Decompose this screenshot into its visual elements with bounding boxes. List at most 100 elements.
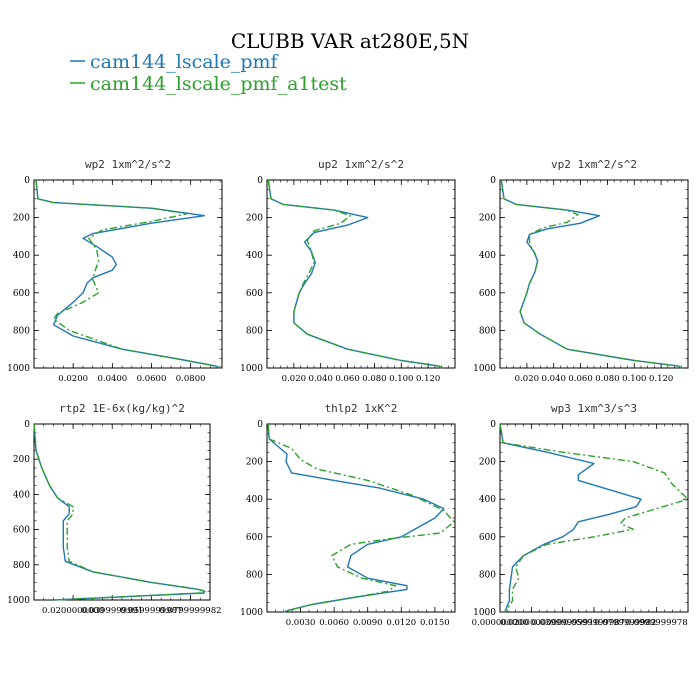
panel-4: rtp2 1E-6x(kg/kg)^2 0 200 400 600 800 1000 0.02…: [7, 402, 221, 616]
y-tick-label: 200: [13, 214, 30, 224]
y-tick-label: 800: [246, 326, 263, 336]
series-line-cam144-lscale-pmf: [267, 423, 445, 613]
x-tick-label: 0.080: [362, 374, 386, 384]
x-tick-label: 0.0060: [319, 618, 349, 628]
x-tick-label: 0.0599999987: [120, 606, 182, 616]
x-tick-label: 0.060: [335, 374, 359, 384]
y-tick-label: 200: [13, 455, 30, 465]
panel-title: wp2 1xm^2/s^2: [85, 158, 171, 171]
x-tick-label: 0.0999999978: [626, 618, 688, 628]
y-tick-label: 400: [13, 490, 30, 500]
x-tick-label: 0.080: [595, 374, 619, 384]
y-tick-label: 800: [246, 570, 263, 580]
x-tick-label: 0.0150: [420, 618, 450, 628]
series-line-cam144-lscale-pmf: [500, 179, 682, 369]
x-tick-label: 0.0600: [137, 374, 167, 384]
panel-3: vp2 1xm^2/s^2 0 200 400 600 800 1000 0.020 0.040…: [473, 158, 689, 384]
y-tick-label: 1000: [7, 364, 30, 374]
y-tick-label: 200: [479, 458, 496, 468]
series-line-cam144-lscale-pmf: [499, 423, 642, 613]
legend: cam144_lscale_pmf cam144_lscale_pmf_a1te…: [70, 51, 347, 95]
y-tick-label: 400: [13, 251, 30, 261]
x-tick-label: 0.100: [389, 374, 413, 384]
x-tick-label: 0.0090: [353, 618, 383, 628]
panel-title: rtp2 1E-6x(kg/kg)^2: [59, 402, 185, 415]
y-tick-label: 400: [479, 495, 496, 505]
y-tick-label: 200: [246, 214, 263, 224]
y-tick-label: 600: [13, 526, 30, 536]
plot-frame: [266, 179, 456, 369]
plot-frame: [499, 179, 689, 369]
x-tick-label: 0.0200: [58, 374, 88, 384]
panel-title: wp3 1xm^3/s^3: [551, 402, 637, 415]
y-tick-label: 0: [490, 420, 496, 430]
y-tick-label: 400: [479, 251, 496, 261]
series-line-cam144-lscale-pmf-a1test: [267, 179, 443, 369]
y-tick-label: 400: [246, 495, 263, 505]
y-tick-label: 800: [13, 561, 30, 571]
x-tick-label: 0.120: [649, 374, 673, 384]
series-line-cam144-lscale-pmf-a1test: [33, 423, 207, 601]
x-tick-label: 0.0030: [286, 618, 316, 628]
y-tick-label: 600: [246, 533, 263, 543]
x-tick-label: 0.0800: [176, 374, 206, 384]
x-tick-label: 0.0400: [97, 374, 127, 384]
plot-frame: [266, 423, 456, 613]
y-tick-label: 600: [246, 289, 263, 299]
series-line-cam144-lscale-pmf: [33, 423, 205, 601]
x-tick-label: 0.020: [515, 374, 539, 384]
series-line-cam144-lscale-pmf-a1test: [500, 179, 682, 369]
y-tick-label: 0: [24, 176, 30, 186]
panel-title: vp2 1xm^2/s^2: [551, 158, 637, 171]
x-tick-label: 0.0399999991: [532, 618, 594, 628]
figure-title: CLUBB VAR at280E,5N: [231, 29, 469, 53]
y-tick-label: 800: [479, 570, 496, 580]
y-tick-label: 0: [490, 176, 496, 186]
x-tick-label: 0.0799999982: [594, 618, 656, 628]
y-tick-label: 200: [246, 458, 263, 468]
y-tick-label: 0: [257, 176, 263, 186]
plot-frame: [33, 423, 211, 601]
x-tick-label: 0.040: [309, 374, 333, 384]
y-tick-label: 600: [13, 289, 30, 299]
y-tick-label: 800: [479, 326, 496, 336]
x-tick-label: 0.0599999987: [563, 618, 625, 628]
panel-1: wp2 1xm^2/s^2 0 200 400 600 800 1000 0.0200 0.04…: [7, 158, 223, 384]
x-tick-label: 0.0200000000: [42, 606, 104, 616]
panel-6: wp3 1xm^3/s^3 0 200 400 600 800 10000.00000000…: [472, 402, 689, 628]
legend-label-1: cam144_lscale_pmf: [90, 51, 280, 73]
panel-title: up2 1xm^2/s^2: [318, 158, 404, 171]
x-tick-label: 0.020: [282, 374, 306, 384]
series-line-cam144-lscale-pmf-a1test: [267, 423, 455, 613]
y-tick-label: 0: [24, 420, 30, 430]
x-tick-label: 0.0399999991: [81, 606, 143, 616]
x-tick-label: 0.100: [622, 374, 646, 384]
x-tick-label: 0.0120: [386, 618, 416, 628]
y-tick-label: 1000: [240, 364, 263, 374]
x-tick-label: 0.0200000000: [500, 618, 562, 628]
y-tick-label: 1000: [473, 364, 496, 374]
y-tick-label: 400: [246, 251, 263, 261]
panel-title: thlp2 1xK^2: [325, 402, 398, 415]
plot-frame: [33, 179, 223, 369]
y-tick-label: 600: [479, 533, 496, 543]
x-tick-label: 0.120: [416, 374, 440, 384]
x-tick-label: 0.000000000: [472, 618, 529, 628]
y-tick-label: 200: [479, 214, 496, 224]
x-tick-label: 0.040: [542, 374, 566, 384]
series-line-cam144-lscale-pmf: [35, 179, 221, 369]
y-tick-label: 1000: [7, 596, 30, 606]
panel-2: up2 1xm^2/s^2 0 200 400 600 800 1000 0.020 0.040…: [240, 158, 456, 384]
panel-5: thlp2 1xK^2 0 200 400 600 800 1000 0.0030 0.0060…: [240, 402, 456, 628]
series-line-cam144-lscale-pmf-a1test: [35, 179, 221, 369]
x-tick-label: 0.060: [568, 374, 592, 384]
y-tick-label: 1000: [240, 608, 263, 618]
series-line-cam144-lscale-pmf-a1test: [499, 423, 689, 613]
y-tick-label: 600: [479, 289, 496, 299]
legend-label-2: cam144_lscale_pmf_a1test: [90, 73, 347, 95]
series-line-cam144-lscale-pmf: [267, 179, 443, 369]
y-tick-label: 800: [13, 326, 30, 336]
y-tick-label: 0: [257, 420, 263, 430]
